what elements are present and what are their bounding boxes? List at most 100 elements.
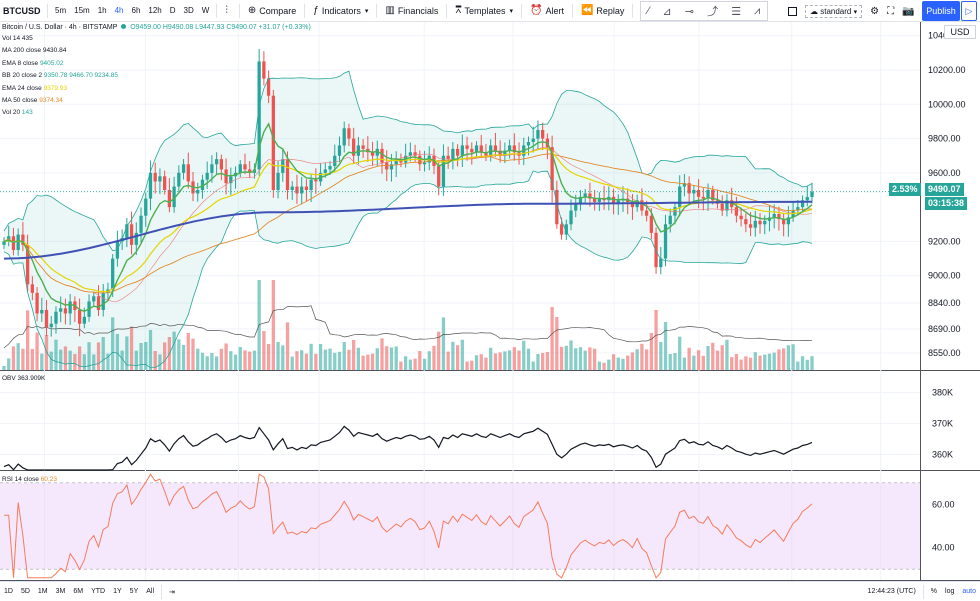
alert-button[interactable]: ⏰ Alert <box>525 0 569 22</box>
range-3m[interactable]: 3M <box>55 588 66 595</box>
volume-bar <box>16 343 20 370</box>
layout-select[interactable]: ☁ standard ▾ <box>805 4 863 18</box>
volume-bar <box>720 345 724 370</box>
volume-bar <box>607 359 611 370</box>
legend-name: Vol 14 <box>2 35 22 42</box>
legend-row[interactable]: Vol 20 143 <box>2 107 118 119</box>
interval-w[interactable]: W <box>201 6 210 15</box>
price-tick-label: 8690.00 <box>928 324 961 334</box>
candle <box>167 190 172 208</box>
drawing-toolbar: ⁄ ⊿ ⊸ ⤴ ☰ ⩘ <box>640 1 768 21</box>
publish-button[interactable]: Publish <box>922 1 960 21</box>
range-all[interactable]: All <box>146 588 155 595</box>
volume-bar <box>233 354 238 370</box>
volume-bar <box>649 333 653 370</box>
interval-6h[interactable]: 6h <box>131 6 141 15</box>
range-1y[interactable]: 1Y <box>113 588 122 595</box>
candle <box>796 207 800 211</box>
candle <box>40 310 44 314</box>
volume-bar <box>337 351 342 370</box>
trend-line-icon[interactable]: ⁄ <box>647 5 650 17</box>
legend-name: MA 50 close <box>2 97 40 105</box>
horizontal-line-icon[interactable]: ⊸ <box>684 5 695 18</box>
interval-3d[interactable]: 3D <box>183 6 194 15</box>
candle <box>578 196 583 204</box>
layout-square-icon[interactable] <box>788 6 797 16</box>
compare-button[interactable]: ⊕ Compare <box>243 0 301 22</box>
interval-12h[interactable]: 12h <box>148 6 162 15</box>
volume-bar <box>545 352 550 370</box>
gear-icon[interactable]: ⚙ <box>870 5 880 17</box>
goto-date-icon[interactable]: ⇥ <box>169 588 175 596</box>
legend-row[interactable]: MA 200 close 9430.84 <box>2 45 118 57</box>
chart-type-button[interactable]: ⫶ <box>220 0 236 22</box>
volume-bar <box>181 345 186 370</box>
interval-4h[interactable]: 4h <box>114 6 124 15</box>
ma200-line <box>3 200 812 260</box>
legend-row[interactable]: BB 20 close 2 9350.78 9466.70 9234.85 <box>2 70 118 82</box>
candle <box>753 220 757 228</box>
symbol-search[interactable]: BTCUSD <box>3 5 41 16</box>
volume-bar <box>432 345 436 370</box>
range-1m[interactable]: 1M <box>37 588 48 595</box>
layout-tools: ☁ standard ▾ ⚙ ⛶ 📷 <box>788 0 915 22</box>
volume-bar <box>196 348 200 370</box>
volume-bar <box>2 366 6 370</box>
candle <box>616 200 620 204</box>
candle <box>569 210 573 225</box>
volume-bar <box>134 350 138 370</box>
range-5y[interactable]: 5Y <box>129 588 139 595</box>
path-icon[interactable]: ⤴ <box>707 6 719 18</box>
templates-button[interactable]: ⩞ Templates ▾ <box>450 0 518 22</box>
candle <box>394 159 398 165</box>
volume-bar <box>191 338 195 370</box>
auto-toggle[interactable]: auto <box>962 588 976 595</box>
range-ytd[interactable]: YTD <box>91 588 106 595</box>
candle <box>758 220 762 225</box>
interval-15m[interactable]: 15m <box>74 6 90 15</box>
interval-5m[interactable]: 5m <box>55 6 67 15</box>
legend-value: 9405.02 <box>39 59 64 67</box>
volume-bar <box>692 355 696 370</box>
fib-icon[interactable]: ⊿ <box>662 5 672 18</box>
candle <box>44 310 49 328</box>
interval-d[interactable]: D <box>169 6 176 15</box>
candle <box>304 186 309 190</box>
chart-area[interactable]: 10400.0010200.0010000.009800.009600.0092… <box>0 22 980 582</box>
interval-1h[interactable]: 1h <box>97 6 107 15</box>
indicators-button[interactable]: ƒ Indicators ▾ <box>308 0 373 22</box>
range-5d[interactable]: 5D <box>20 588 30 595</box>
replay-button[interactable]: ⏪ Replay <box>576 0 629 22</box>
volume-bar <box>668 354 672 370</box>
candle <box>101 292 105 310</box>
legend-row[interactable]: EMA 24 close 9379.93 <box>2 83 118 95</box>
range-group: 1D 5D 1M 3M 6M YTD 1Y 5Y All <box>0 588 158 595</box>
volume-bar <box>54 339 58 370</box>
fib-retracement-icon[interactable]: ☰ <box>731 5 742 18</box>
range-6m[interactable]: 6M <box>73 588 84 595</box>
camera-icon[interactable]: 📷 <box>902 5 915 17</box>
volume-bar <box>177 339 181 370</box>
percent-toggle[interactable]: % <box>930 588 938 595</box>
volume-bar <box>427 351 431 370</box>
legend-row[interactable]: MA 50 close 9374.34 <box>2 95 118 107</box>
volume-bar <box>517 350 521 370</box>
volume-bar <box>800 356 805 370</box>
publish-play-button[interactable]: ▷ <box>961 1 977 21</box>
log-toggle[interactable]: log <box>945 588 955 595</box>
legend-row[interactable]: Vol 14 435 <box>2 33 118 45</box>
rsi-tick-label: 40.00 <box>932 543 955 553</box>
financials-button[interactable]: ▥ Financials <box>380 0 443 22</box>
legend-row[interactable]: EMA 8 close 9405.02 <box>2 58 118 70</box>
candle <box>706 190 710 199</box>
volume-bar <box>621 358 625 370</box>
pitchfork-icon[interactable]: ⩘ <box>754 4 761 17</box>
clock[interactable]: 12:44:23 (UTC) <box>867 588 916 595</box>
currency-label[interactable]: USD <box>944 25 976 39</box>
rsi-band-fill <box>0 482 920 570</box>
candle <box>422 162 427 165</box>
fullscreen-icon[interactable]: ⛶ <box>887 5 895 17</box>
replay-label: Replay <box>596 5 625 16</box>
range-1d[interactable]: 1D <box>4 588 13 595</box>
candle <box>295 186 299 194</box>
